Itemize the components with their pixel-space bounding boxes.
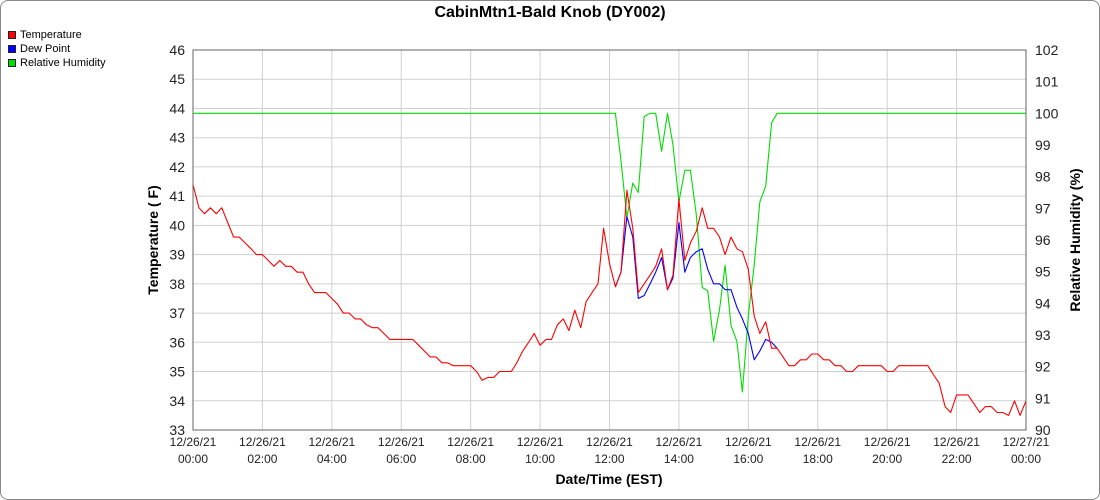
y2-tick-label: 97 (1035, 200, 1051, 216)
x-tick-date: 12/26/21 (933, 435, 980, 449)
y-tick-label: 45 (169, 71, 185, 87)
series-line-relative-humidity (193, 112, 1026, 393)
x-tick-date: 12/26/21 (170, 435, 217, 449)
grid-lines (192, 49, 1027, 431)
legend-label-temperature: Temperature (20, 29, 82, 41)
y2-tick-label: 91 (1035, 390, 1051, 406)
legend-swatch-temperature (8, 31, 16, 39)
y2-tick-label: 96 (1035, 232, 1051, 248)
y2-tick-label: 100 (1035, 105, 1059, 121)
chart-title: CabinMtn1-Bald Knob (DY002) (434, 4, 666, 21)
x-tick-date: 12/26/21 (447, 435, 494, 449)
x-axis-label: Date/Time (EST) (555, 471, 662, 487)
x-tick-time: 12:00 (594, 452, 624, 466)
y2-tick-label: 90 (1035, 422, 1051, 438)
legend-item-dew-point: Dew Point (8, 42, 106, 56)
x-tick-date: 12/26/21 (378, 435, 425, 449)
x-tick-date: 12/26/21 (794, 435, 841, 449)
y-tick-label: 43 (169, 130, 185, 146)
x-tick-date: 12/26/21 (517, 435, 564, 449)
x-tick-date: 12/26/21 (586, 435, 633, 449)
legend-item-relative-humidity: Relative Humidity (8, 56, 106, 70)
x-tick-time: 00:00 (1011, 452, 1041, 466)
y2-tick-label: 102 (1035, 42, 1059, 58)
y2-tick-label: 94 (1035, 295, 1051, 311)
y-axis-label: Temperature ( F) (145, 185, 161, 294)
x-tick-date: 12/26/21 (239, 435, 286, 449)
y-tick-label: 35 (169, 364, 185, 380)
x-tick-time: 16:00 (733, 452, 763, 466)
y2-axis-label: Relative Humidity (%) (1067, 168, 1083, 311)
y-tick-label: 41 (169, 188, 185, 204)
tick-labels: 33 34 35 36 37 38 39 40 41 42 43 44 45 46 90 91 92 93 94 95… (169, 42, 1058, 466)
y2-tick-label: 92 (1035, 359, 1051, 375)
y2-tick-label: 95 (1035, 264, 1051, 280)
series-line-temperature (192, 184, 1027, 416)
y2-tick-label: 101 (1035, 74, 1059, 90)
x-tick-date: 12/26/21 (308, 435, 355, 449)
series-line-dew-point (614, 216, 778, 361)
y-tick-label: 40 (169, 217, 185, 233)
y-tick-label: 36 (169, 334, 185, 350)
y-tick-label: 39 (169, 247, 185, 263)
x-tick-time: 18:00 (803, 452, 833, 466)
series-lines (192, 112, 1027, 416)
y-tick-label: 33 (169, 422, 185, 438)
legend-label-dew-point: Dew Point (20, 43, 71, 55)
y-tick-label: 46 (169, 42, 185, 58)
x-tick-time: 06:00 (386, 452, 416, 466)
y-tick-label: 34 (169, 393, 185, 409)
legend-swatch-relative-humidity (8, 59, 16, 67)
x-tick-date: 12/26/21 (725, 435, 772, 449)
y-tick-label: 37 (169, 305, 185, 321)
x-tick-time: 00:00 (178, 452, 208, 466)
y-tick-label: 44 (169, 100, 185, 116)
x-tick-time: 20:00 (872, 452, 902, 466)
y-tick-label: 38 (169, 276, 185, 292)
plot-border (192, 49, 1027, 431)
x-tick-time: 14:00 (664, 452, 694, 466)
x-tick-date: 12/26/21 (864, 435, 911, 449)
x-tick-time: 08:00 (456, 452, 486, 466)
legend-label-relative-humidity: Relative Humidity (20, 57, 106, 69)
legend: Temperature Dew Point Relative Humidity (8, 28, 106, 70)
x-tick-time: 02:00 (247, 452, 277, 466)
y-tick-label: 42 (169, 159, 185, 175)
x-tick-time: 10:00 (525, 452, 555, 466)
legend-item-temperature: Temperature (8, 28, 106, 42)
x-tick-time: 04:00 (317, 452, 347, 466)
x-tick-date: 12/26/21 (656, 435, 703, 449)
y2-tick-label: 99 (1035, 137, 1051, 153)
x-tick-date: 12/27/21 (1003, 435, 1050, 449)
y2-tick-label: 98 (1035, 169, 1051, 185)
y2-tick-label: 93 (1035, 327, 1051, 343)
x-tick-time: 22:00 (942, 452, 972, 466)
legend-swatch-dew-point (8, 45, 16, 53)
